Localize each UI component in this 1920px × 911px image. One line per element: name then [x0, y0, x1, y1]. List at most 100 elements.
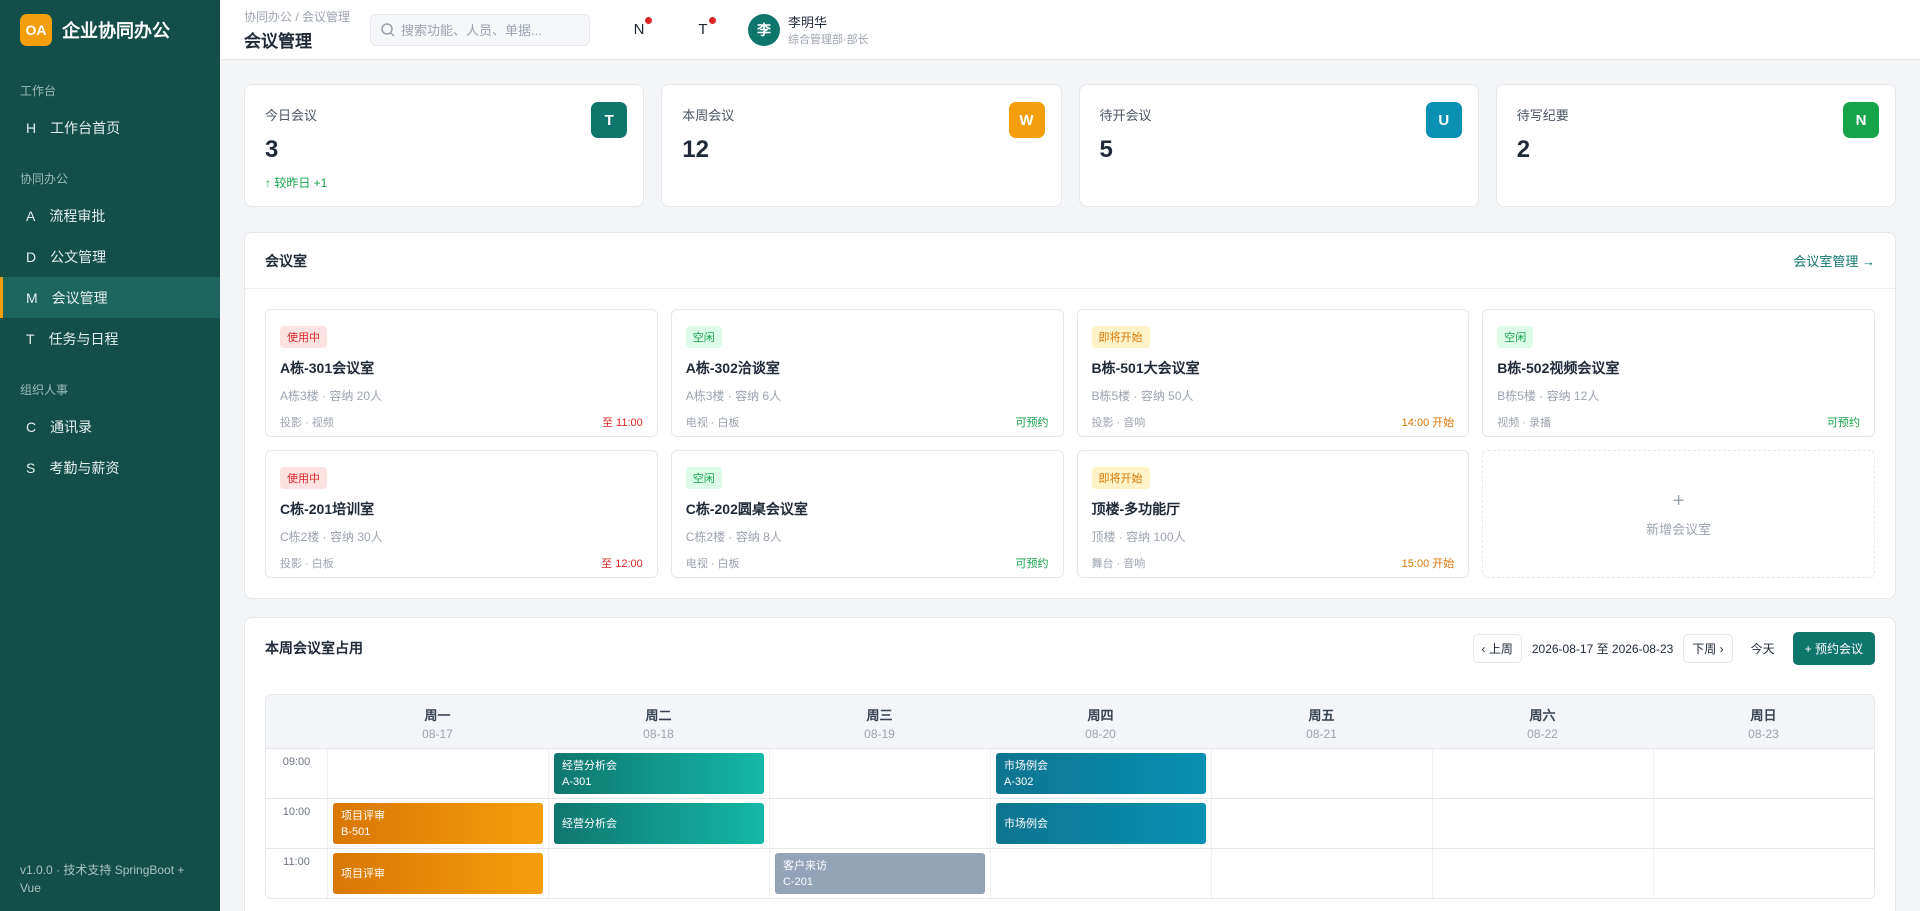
nav-label: 考勤与薪资 — [49, 459, 120, 476]
nav-label: 任务与日程 — [48, 330, 119, 347]
room-card[interactable]: 使用中 C栋-201培训室 C栋2楼 · 容纳 30人 投影 · 白板 至 12:00 — [265, 450, 658, 578]
stat-value: 2 — [1516, 136, 1531, 163]
room-footer: 电视 · 白板 可预约 — [686, 414, 1049, 430]
time-label: 09:00 — [266, 748, 327, 798]
corner — [266, 695, 327, 748]
nav-item[interactable]: D 公文管理 — [0, 236, 220, 277]
room-time: 至 11:00 — [601, 417, 643, 429]
panel-header: 会议室 会议室管理 → — [245, 233, 1895, 289]
day-header: 周六 08-22 — [1432, 695, 1653, 748]
nav-item[interactable]: S 考勤与薪资 — [0, 447, 220, 488]
room-footer: 视频 · 录播 可预约 — [1497, 414, 1860, 430]
day-header: 周一 08-17 — [327, 695, 548, 748]
event[interactable]: 项目评审 — [333, 853, 543, 894]
calendar-cell — [1211, 798, 1432, 848]
room-card[interactable]: 空闲 A栋-302洽谈室 A栋3楼 · 容纳 6人 电视 · 白板 可预约 — [670, 309, 1064, 437]
day-date: 08-20 — [1085, 727, 1116, 741]
room-footer: 电视 · 白板 可预约 — [686, 555, 1049, 571]
day-date: 08-17 — [422, 727, 453, 741]
room-equipment: 投影 · 视频 — [280, 417, 334, 429]
room-card[interactable]: 空闲 B栋-502视频会议室 B栋5楼 · 容纳 12人 视频 · 录播 可预约 — [1482, 309, 1875, 437]
room-name: C栋-201培训室 — [280, 501, 375, 517]
search-icon — [381, 22, 395, 37]
room-info: B栋5楼 · 容纳 50人 — [1091, 389, 1194, 403]
room-card[interactable]: 即将开始 B栋-501大会议室 B栋5楼 · 容纳 50人 投影 · 音响 14:00 … — [1076, 309, 1470, 437]
stat-value: 3 — [265, 136, 279, 163]
user[interactable]: 李李明华 综合管理部·部长 — [748, 12, 869, 47]
event[interactable]: 市场例会 A-302 — [996, 753, 1206, 794]
stat-value: 12 — [682, 136, 709, 163]
time-label: 11:00 — [266, 848, 327, 898]
schedule-controls: ‹ 上周 2026-08-17 至 2026-08-23 下周 › 今天 + 预约会议 — [1472, 631, 1875, 665]
room-card[interactable]: 空闲 C栋-202圆桌会议室 C栋2楼 · 容纳 8人 电视 · 白板 可预约 — [670, 450, 1064, 578]
calendar-cell: 市场例会 — [990, 798, 1211, 848]
room-footer: 投影 · 白板 至 12:00 — [280, 555, 643, 571]
room-equipment: 投影 · 白板 — [280, 558, 334, 570]
search-box[interactable]: 搜索功能、人员、单据... — [370, 13, 591, 46]
event-title: 项目评审 — [341, 867, 385, 880]
stat-card: 今日会议 3 ↑ 较昨日 +1 T — [244, 84, 645, 207]
today-button[interactable]: 今天 — [1750, 641, 1775, 656]
room-time: 至 12:00 — [601, 558, 643, 570]
nav-item[interactable]: T 任务与日程 — [0, 318, 220, 359]
calendar-cell — [1653, 848, 1874, 898]
header-icon[interactable]: N — [624, 17, 654, 38]
calendar-cell: 市场例会 A-302 — [990, 748, 1211, 798]
room-grid: 使用中 A栋-301会议室 A栋3楼 · 容纳 20人 投影 · 视频 至 11:00 空… — [265, 309, 1875, 578]
room-time: 可预约 — [1015, 558, 1049, 570]
calendar-cell — [1211, 848, 1432, 898]
calendar-cell — [769, 748, 990, 798]
panel-link[interactable]: 会议室管理 → — [1793, 254, 1875, 269]
room-card[interactable]: 即将开始 顶楼-多功能厅 顶楼 · 容纳 100人 舞台 · 音响 15:00 开始 — [1076, 450, 1470, 578]
event[interactable]: 经营分析会 — [554, 803, 764, 844]
event[interactable]: 客户来访 C-201 — [775, 853, 985, 894]
event-title: 经营分析会 — [562, 759, 617, 772]
room-name: C栋-202圆桌会议室 — [685, 501, 808, 517]
calendar-row: 09:00 经营分析会 A-301 市场例会 A-302 — [266, 748, 1874, 798]
room-name: 顶楼-多功能厅 — [1091, 501, 1181, 517]
event-room: A-302 — [1004, 775, 1034, 788]
stat-note: ↑ 较昨日 +1 — [265, 176, 328, 190]
book-button[interactable]: + 预约会议 — [1792, 631, 1875, 665]
day-name: 周一 — [424, 708, 451, 723]
stat-card: 待开会议 5 U — [1078, 84, 1479, 207]
event-title: 市场例会 — [1004, 759, 1048, 772]
title-block: 协同办公 / 会议管理 会议管理 — [244, 8, 350, 52]
event[interactable]: 市场例会 — [996, 803, 1206, 844]
room-time: 可预约 — [1827, 417, 1860, 429]
room-card[interactable]: 使用中 A栋-301会议室 A栋3楼 · 容纳 20人 投影 · 视频 至 11:00 — [265, 309, 658, 437]
event[interactable]: 项目评审 B-501 — [333, 803, 543, 844]
prev-week[interactable]: ‹ 上周 — [1472, 633, 1522, 663]
room-status: 即将开始 — [1091, 326, 1150, 348]
nav-item[interactable]: M 会议管理 — [0, 277, 220, 318]
event-title: 客户来访 — [783, 859, 827, 872]
header-icon[interactable]: T — [688, 17, 718, 38]
calendar-cell: 项目评审 — [327, 848, 548, 898]
date-range: 2026-08-17 至 2026-08-23 — [1531, 641, 1674, 656]
day-name: 周四 — [1087, 708, 1114, 723]
add-label: 新增会议室 — [1646, 522, 1712, 537]
room-status: 使用中 — [280, 326, 327, 348]
nav-item[interactable]: A 流程审批 — [0, 195, 220, 236]
calendar-row: 10:00 项目评审 B-501 经营分析会 市场例会 — [266, 798, 1874, 848]
day-date: 08-18 — [643, 727, 674, 741]
nav-item[interactable]: H 工作台首页 — [0, 107, 220, 148]
add-room[interactable]: + 新增会议室 — [1482, 450, 1875, 578]
day-date: 08-22 — [1527, 727, 1558, 741]
stat-card: 待写纪要 2 N — [1495, 84, 1896, 207]
room-status: 使用中 — [280, 467, 327, 489]
calendar-cell — [1432, 748, 1653, 798]
nav-label: 通讯录 — [50, 418, 93, 435]
day-date: 08-21 — [1306, 727, 1337, 741]
calendar-cell — [1211, 748, 1432, 798]
add-icon: + — [1672, 490, 1685, 512]
event[interactable]: 经营分析会 A-301 — [554, 753, 764, 794]
user-name: 李明华 — [788, 15, 828, 30]
day-date: 08-23 — [1748, 727, 1779, 741]
room-name: B栋-502视频会议室 — [1497, 360, 1620, 376]
next-week[interactable]: 下周 › — [1683, 633, 1733, 663]
room-time: 可预约 — [1015, 417, 1049, 429]
nav-item[interactable]: C 通讯录 — [0, 406, 220, 447]
room-equipment: 电视 · 白板 — [685, 558, 740, 570]
